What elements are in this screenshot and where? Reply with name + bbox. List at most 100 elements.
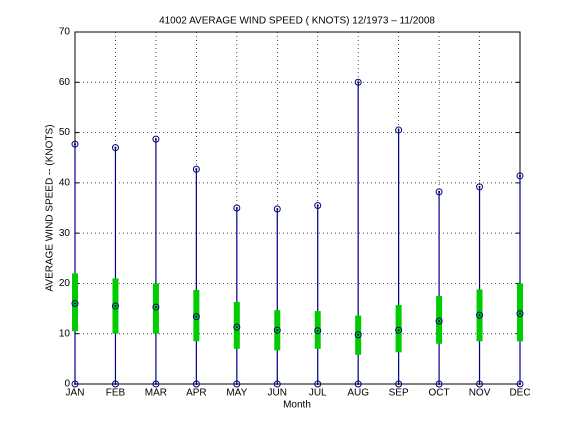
marker-dot	[438, 383, 441, 385]
marker-ring	[152, 135, 160, 143]
marker-dot	[235, 383, 238, 385]
std-band	[436, 296, 443, 344]
marker	[314, 380, 322, 388]
marker-dot	[235, 207, 238, 209]
marker-dot	[154, 383, 157, 385]
marker-ring	[476, 311, 484, 319]
x-tick-label: DEC	[509, 388, 530, 399]
marker	[111, 144, 119, 152]
marker-ring	[314, 380, 322, 388]
marker	[476, 380, 484, 388]
marker	[152, 303, 160, 311]
y-tick-label: 20	[59, 278, 71, 289]
marker-ring	[192, 165, 200, 173]
marker	[314, 327, 322, 335]
marker-ring	[233, 204, 241, 212]
marker	[273, 380, 281, 388]
marker	[435, 380, 443, 388]
marker-ring	[476, 380, 484, 388]
marker-ring	[152, 303, 160, 311]
marker-dot	[357, 383, 360, 385]
marker	[354, 331, 362, 339]
marker	[71, 380, 79, 388]
marker-ring	[354, 380, 362, 388]
marker-dot	[397, 129, 400, 132]
marker	[71, 300, 79, 308]
x-tick-label: JUL	[309, 388, 327, 399]
marker	[516, 310, 524, 318]
std-band	[193, 289, 200, 342]
x-axis-label: Month	[283, 400, 311, 411]
x-tick-label: FEB	[106, 388, 126, 399]
x-tick-label: NOV	[469, 388, 491, 399]
marker-dot	[316, 329, 319, 332]
marker	[395, 126, 403, 134]
marker-ring	[476, 183, 484, 191]
marker-ring	[192, 380, 200, 388]
marker	[516, 380, 524, 388]
marker-dot	[74, 383, 76, 385]
marker	[152, 380, 160, 388]
marker	[354, 380, 362, 388]
marker	[152, 135, 160, 143]
marker	[354, 78, 362, 86]
marker-ring	[395, 380, 403, 388]
x-tick-label: APR	[186, 388, 207, 399]
marker-ring	[273, 326, 281, 334]
marker-dot	[519, 383, 521, 385]
marker	[395, 326, 403, 334]
marker-ring	[314, 201, 322, 209]
marker-ring	[111, 144, 119, 152]
marker-dot	[74, 302, 76, 305]
marker-dot	[519, 312, 521, 315]
marker-ring	[354, 78, 362, 86]
marker-dot	[195, 168, 198, 171]
x-tick-label: OCT	[429, 388, 450, 399]
marker-dot	[114, 383, 117, 385]
marker-dot	[316, 204, 319, 207]
marker-ring	[233, 323, 241, 331]
marker	[476, 183, 484, 191]
marker-dot	[276, 383, 279, 385]
marker-dot	[478, 314, 481, 317]
marker-ring	[71, 300, 79, 308]
marker-ring	[516, 310, 524, 318]
std-band	[517, 283, 523, 342]
y-tick-label: 70	[59, 27, 71, 38]
y-tick-label: 60	[59, 77, 71, 88]
marker-dot	[276, 329, 279, 332]
marker-dot	[316, 383, 319, 385]
marker-dot	[519, 174, 521, 177]
marker-ring	[435, 317, 443, 325]
axes-box	[74, 31, 521, 385]
marker-dot	[114, 146, 117, 149]
marker	[273, 205, 281, 213]
marker-dot	[397, 383, 400, 385]
marker	[233, 380, 241, 388]
marker	[395, 380, 403, 388]
marker	[111, 302, 119, 310]
marker-dot	[154, 138, 157, 141]
marker-ring	[314, 327, 322, 335]
marker-dot	[235, 326, 238, 329]
marker-ring	[516, 172, 524, 180]
x-tick-label: JAN	[66, 388, 85, 399]
marker-ring	[192, 313, 200, 321]
marker	[273, 326, 281, 334]
marker-ring	[516, 380, 524, 388]
marker-ring	[395, 326, 403, 334]
marker-ring	[152, 380, 160, 388]
std-band	[72, 273, 78, 332]
marker	[476, 311, 484, 319]
marker	[192, 165, 200, 173]
marker-dot	[478, 383, 481, 385]
marker-ring	[273, 380, 281, 388]
x-tick-label: JUN	[268, 388, 287, 399]
marker-ring	[233, 380, 241, 388]
x-tick-label: AUG	[347, 388, 369, 399]
x-tick-label: MAR	[145, 388, 167, 399]
chart-title: 41002 AVERAGE WIND SPEED ( KNOTS) 12/197…	[159, 16, 435, 27]
marker	[314, 201, 322, 209]
y-tick-label: 10	[59, 328, 71, 339]
